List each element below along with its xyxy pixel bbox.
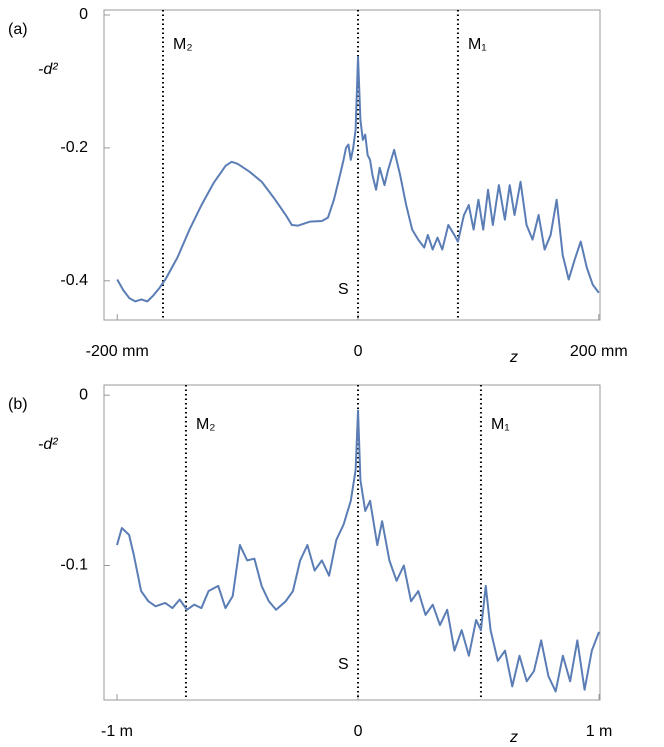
y-tick-label: 0 — [79, 6, 88, 23]
marker-label: S — [338, 281, 349, 298]
x-tick-label: 200 mm — [570, 343, 628, 360]
x-tick-label: 1 m — [586, 723, 613, 740]
x-tick-label: -1 m — [101, 723, 133, 740]
panel-label: (b) — [8, 396, 28, 413]
marker-label: S — [338, 656, 349, 673]
x-axis-label: z — [509, 729, 518, 742]
marker-label: M₂ — [173, 36, 193, 53]
x-tick-label: -200 mm — [86, 343, 149, 360]
marker-label: M₁ — [491, 416, 510, 433]
x-axis-label: z — [509, 349, 518, 366]
y-tick-label: -0.1 — [60, 557, 88, 574]
plot-frame — [103, 384, 601, 701]
y-tick-label: -0.4 — [60, 272, 88, 289]
y-axis-label: -d² — [38, 61, 58, 78]
plot-frame — [103, 9, 601, 321]
y-axis-label: -d² — [38, 436, 58, 453]
y-tick-label: -0.2 — [60, 139, 88, 156]
data-line — [116, 55, 600, 303]
data-line — [116, 409, 600, 693]
panel-label: (a) — [8, 21, 28, 38]
marker-label: M₁ — [468, 36, 487, 53]
x-tick-label: 0 — [354, 343, 363, 360]
x-tick-label: 0 — [354, 723, 363, 740]
marker-label: M₂ — [196, 416, 216, 433]
y-tick-label: 0 — [79, 386, 88, 403]
